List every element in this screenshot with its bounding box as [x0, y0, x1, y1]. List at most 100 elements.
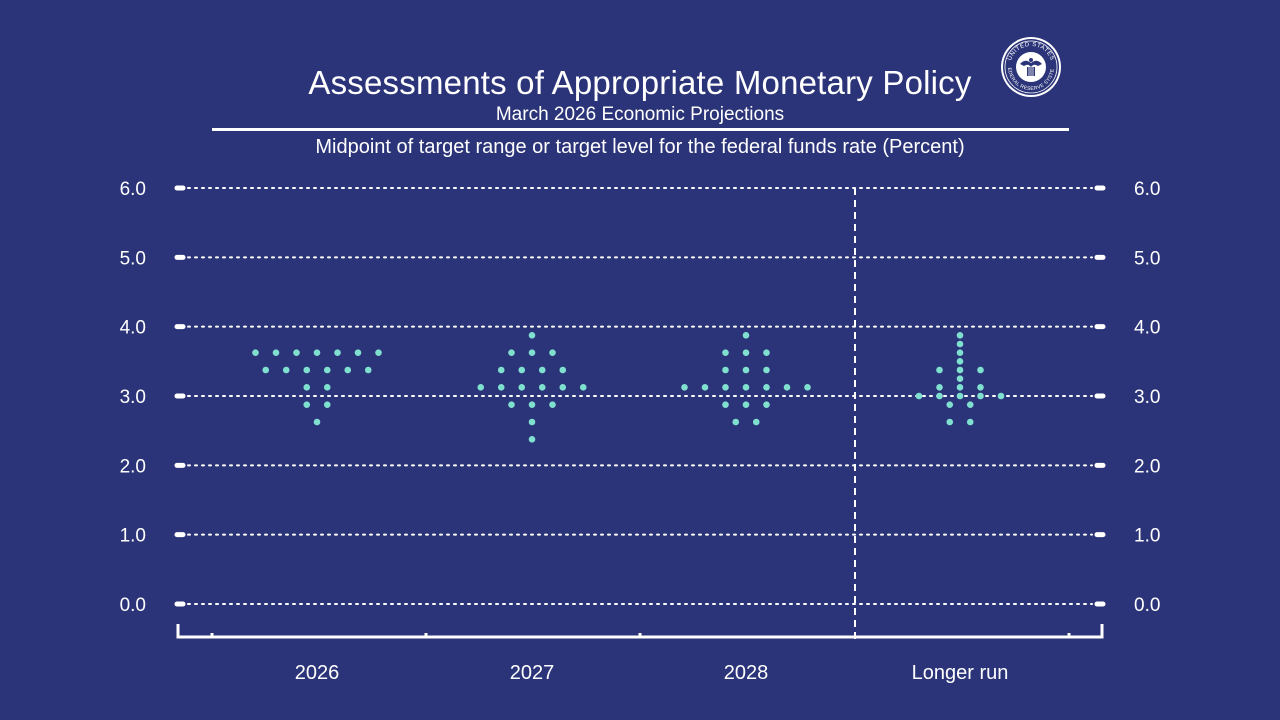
- projection-dot: [977, 392, 984, 400]
- projection-dot: [323, 384, 331, 391]
- projection-dot: [262, 366, 270, 374]
- projection-dot: [313, 418, 321, 426]
- projection-dot: [334, 349, 341, 356]
- projection-dot: [344, 366, 352, 374]
- projection-dot: [559, 384, 567, 391]
- projection-dot: [722, 384, 729, 391]
- projection-dot: [272, 349, 280, 356]
- projection-dot: [977, 384, 984, 391]
- projection-dot: [364, 366, 372, 374]
- projection-dot: [997, 392, 1005, 400]
- projection-dot: [508, 349, 515, 356]
- y-tick-label-left: 2.0: [120, 456, 146, 477]
- projection-dot: [518, 366, 526, 374]
- projection-dot: [915, 392, 923, 400]
- projection-dot: [956, 340, 964, 348]
- projection-dot: [742, 332, 750, 339]
- projection-dot: [956, 392, 964, 400]
- projection-dot: [946, 401, 954, 408]
- projection-dot: [549, 349, 556, 356]
- projection-dot: [742, 384, 750, 391]
- x-category-label: 2027: [510, 662, 555, 684]
- y-tick-label-right: 6.0: [1134, 179, 1160, 200]
- projection-dot: [518, 384, 526, 391]
- projection-dot: [763, 349, 770, 356]
- projection-dot: [323, 366, 331, 374]
- projection-dot: [538, 384, 546, 391]
- projection-dot: [936, 366, 943, 374]
- projection-dot: [783, 384, 791, 391]
- y-axis-caption: Midpoint of target range or target level…: [315, 136, 965, 158]
- projection-dot: [956, 366, 964, 374]
- y-tick-label-right: 1.0: [1134, 526, 1160, 547]
- projection-dot: [681, 384, 688, 391]
- projection-dot: [742, 349, 750, 356]
- projection-dot: [477, 384, 485, 391]
- projection-dot: [375, 349, 382, 356]
- chart-subtitle: March 2026 Economic Projections: [495, 104, 785, 125]
- projection-dot: [956, 384, 964, 391]
- projection-dot: [956, 349, 964, 356]
- y-tick-label-left: 0.0: [120, 595, 146, 616]
- projection-dot: [293, 349, 300, 356]
- projection-dot: [936, 384, 943, 391]
- y-tick-label-left: 1.0: [120, 526, 146, 547]
- projection-dot: [528, 418, 536, 426]
- projection-dot: [722, 366, 729, 374]
- projection-dot: [313, 349, 321, 356]
- projection-dot: [528, 332, 536, 339]
- projection-dot: [508, 401, 515, 408]
- projection-dot: [732, 418, 740, 426]
- x-category-label: 2028: [724, 662, 769, 684]
- projection-dot: [956, 358, 964, 365]
- projection-dot: [763, 384, 770, 391]
- projection-dot: [579, 384, 587, 391]
- projection-dot: [354, 349, 362, 356]
- projection-dot: [763, 366, 770, 374]
- projection-dot: [742, 366, 750, 374]
- projection-dot: [538, 366, 546, 374]
- y-tick-label-right: 2.0: [1134, 456, 1160, 477]
- projection-dot: [528, 436, 536, 443]
- projection-dot: [497, 366, 505, 374]
- projection-dot: [528, 401, 536, 408]
- y-tick-label-left: 4.0: [120, 318, 146, 339]
- projection-dot: [549, 401, 556, 408]
- projection-dot: [956, 375, 964, 382]
- y-tick-label-right: 5.0: [1134, 248, 1160, 269]
- projection-dot: [977, 366, 984, 374]
- projection-dot: [946, 418, 954, 426]
- projection-dot: [966, 418, 974, 426]
- y-tick-label-right: 3.0: [1134, 387, 1160, 408]
- projection-dot: [701, 384, 709, 391]
- y-tick-label-left: 5.0: [120, 248, 146, 269]
- projection-dot: [722, 349, 729, 356]
- y-tick-label-right: 0.0: [1134, 595, 1160, 616]
- projection-dot: [252, 349, 259, 356]
- projection-dot: [722, 401, 729, 408]
- title-divider: [212, 128, 1069, 131]
- y-tick-label-right: 4.0: [1134, 318, 1160, 339]
- projection-dot: [559, 366, 567, 374]
- chart-title: Assessments of Appropriate Monetary Poli…: [308, 64, 972, 101]
- federal-reserve-seal-icon: UNITED STATES FEDERAL RESERVE SYSTEM: [1000, 36, 1061, 97]
- projection-dot: [804, 384, 811, 391]
- projection-dot: [497, 384, 505, 391]
- projection-dot: [303, 384, 311, 391]
- y-tick-label-left: 6.0: [120, 179, 146, 200]
- projection-dot: [956, 332, 964, 339]
- x-category-label: Longer run: [912, 662, 1009, 684]
- projection-dot: [303, 401, 311, 408]
- projection-dot: [303, 366, 311, 374]
- projection-dot: [936, 392, 943, 400]
- y-tick-label-left: 3.0: [120, 387, 146, 408]
- projection-dot: [966, 401, 974, 408]
- projection-dot: [742, 401, 750, 408]
- projection-dot: [763, 401, 770, 408]
- projection-dot: [323, 401, 331, 408]
- projection-dot: [282, 366, 290, 374]
- projection-dot: [752, 418, 760, 426]
- x-category-label: 2026: [295, 662, 340, 684]
- projection-dot: [528, 349, 536, 356]
